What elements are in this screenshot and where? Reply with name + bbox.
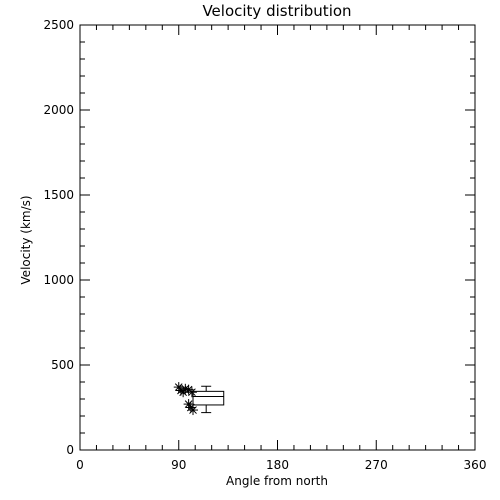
y-tick-label: 2500: [43, 18, 74, 32]
x-tick-label: 0: [76, 458, 84, 472]
box-iqr: [192, 390, 225, 406]
data-marks-group: [173, 382, 225, 416]
data-point: [188, 405, 199, 416]
x-axis-label: Angle from north: [226, 474, 328, 488]
y-tick-label: 0: [66, 443, 74, 457]
plot-frame: [79, 24, 476, 451]
x-tick-label: 270: [365, 458, 388, 472]
x-tick-label: 180: [266, 458, 289, 472]
y-axis-label: Velocity (km/s): [19, 195, 33, 284]
y-tick-label: 1500: [43, 188, 74, 202]
data-point: [186, 387, 197, 398]
axes-group: 0 90 180 270 360 0 500 1000 1500 2000 2500: [43, 18, 486, 472]
y-tick-label: 500: [51, 358, 74, 372]
chart-title: Velocity distribution: [202, 2, 351, 20]
y-tick-label: 2000: [43, 103, 74, 117]
x-tick-label: 90: [171, 458, 186, 472]
x-tick-label: 360: [464, 458, 487, 472]
y-tick-label: 1000: [43, 273, 74, 287]
